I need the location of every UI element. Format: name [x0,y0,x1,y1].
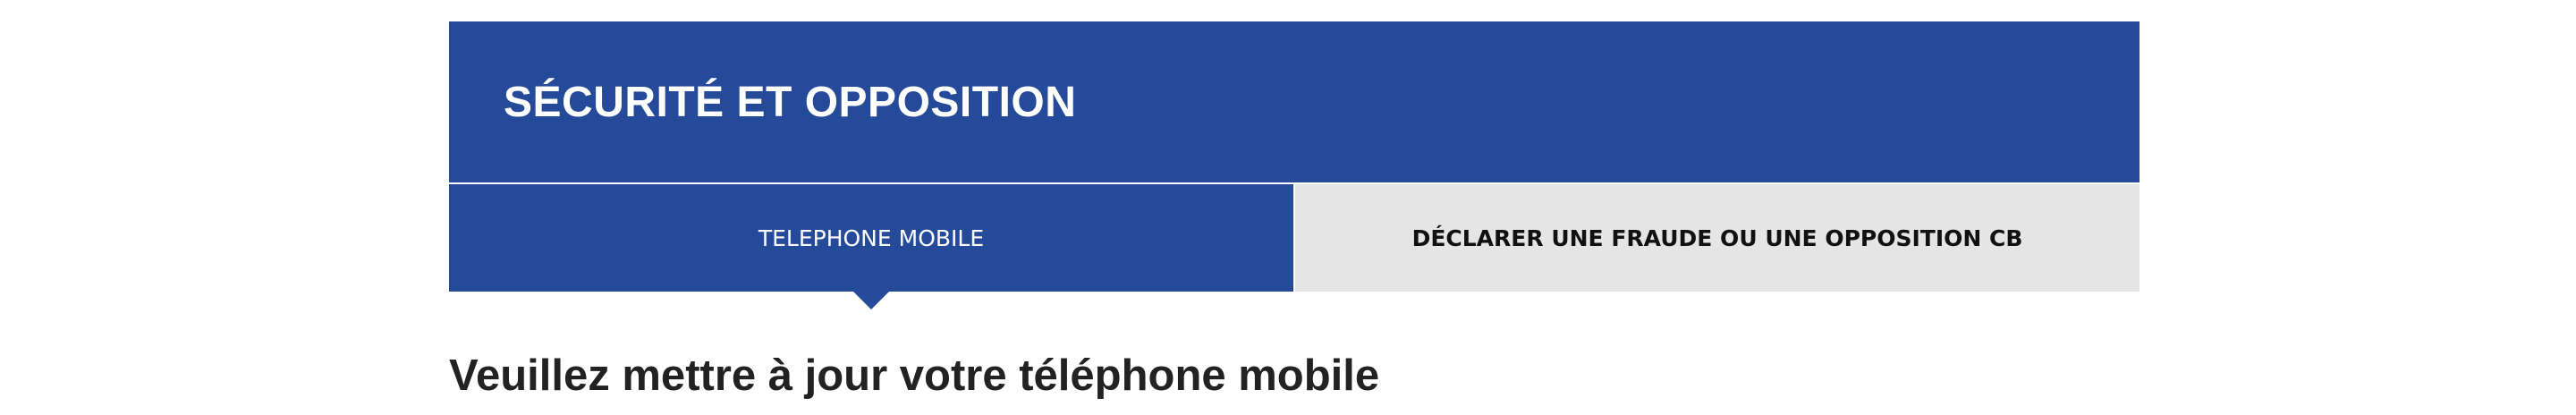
tab-declare-fraud[interactable]: DÉCLARER UNE FRAUDE OU UNE OPPOSITION CB [1295,184,2140,292]
tab-telephone-mobile[interactable]: TELEPHONE MOBILE [449,184,1293,309]
tab-label: TELEPHONE MOBILE [758,224,985,251]
banner-title: SÉCURITÉ ET OPPOSITION [504,78,1077,126]
security-panel: SÉCURITÉ ET OPPOSITION TELEPHONE MOBILE … [449,21,2140,309]
active-tab-caret-icon [853,292,889,309]
page-heading: Veuillez mettre à jour votre téléphone m… [449,351,1380,400]
section-banner: SÉCURITÉ ET OPPOSITION [449,21,2140,182]
tab-bar: TELEPHONE MOBILE DÉCLARER UNE FRAUDE OU … [449,184,2140,309]
tab-label: DÉCLARER UNE FRAUDE OU UNE OPPOSITION CB [1411,224,2023,251]
